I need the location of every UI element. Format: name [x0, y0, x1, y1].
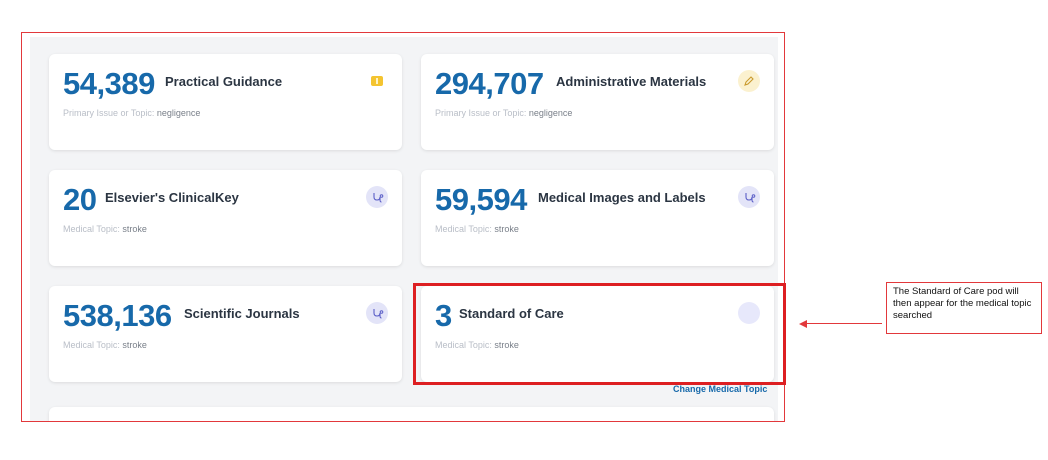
change-medical-topic-link[interactable]: Change Medical Topic [673, 384, 768, 394]
pod-title[interactable]: Elsevier's ClinicalKey [105, 190, 239, 205]
pod-meta: Primary Issue or Topic: negligence [435, 108, 573, 118]
blank-circle-icon [738, 302, 760, 324]
pod-standard-of-care[interactable]: 3 Standard of Care Medical Topic: stroke [421, 286, 774, 382]
arrow-head-icon [799, 320, 807, 328]
pen-icon [738, 70, 760, 92]
pod-title[interactable]: Practical Guidance [165, 74, 283, 89]
pod-administrative-materials[interactable]: 294,707 Administrative Materials Primary… [421, 54, 774, 150]
annotation-arrow [806, 323, 882, 324]
pod-meta: Medical Topic: stroke [63, 224, 147, 234]
stethoscope-icon [366, 186, 388, 208]
pod-count: 20 [63, 182, 97, 217]
stethoscope-icon [366, 302, 388, 324]
pod-meta: Medical Topic: stroke [435, 340, 519, 350]
pod-meta: Primary Issue or Topic: negligence [63, 108, 201, 118]
pod-title[interactable]: Administrative Materials [556, 74, 707, 89]
pod-meta: Medical Topic: stroke [63, 340, 147, 350]
pod-count: 294,707 [435, 66, 544, 101]
pod-scientific-journals[interactable]: 538,136 Scientific Journals Medical Topi… [49, 286, 402, 382]
left-edge [22, 37, 30, 421]
pod-meta: Medical Topic: stroke [435, 224, 519, 234]
pod-partial [49, 407, 774, 421]
book-icon [366, 70, 388, 92]
stethoscope-icon [738, 186, 760, 208]
pod-elsevier-clinicalkey[interactable]: 20 Elsevier's ClinicalKey Medical Topic:… [49, 170, 402, 266]
pod-title[interactable]: Scientific Journals [184, 306, 300, 321]
pod-practical-guidance[interactable]: 54,389 Practical Guidance Primary Issue … [49, 54, 402, 150]
pod-medical-images-and-labels[interactable]: 59,594 Medical Images and Labels Medical… [421, 170, 774, 266]
pod-count: 3 [435, 298, 452, 333]
annotation-highlight-box [413, 283, 786, 385]
screenshot-frame: 54,389 Practical Guidance Primary Issue … [21, 32, 785, 422]
pod-count: 59,594 [435, 182, 527, 217]
annotation-callout: The Standard of Care pod will then appea… [886, 282, 1042, 334]
pod-title[interactable]: Standard of Care [459, 306, 564, 321]
pod-count: 54,389 [63, 66, 155, 101]
results-panel: 54,389 Practical Guidance Primary Issue … [30, 37, 778, 421]
pod-count: 538,136 [63, 298, 172, 333]
pod-title[interactable]: Medical Images and Labels [538, 190, 706, 205]
